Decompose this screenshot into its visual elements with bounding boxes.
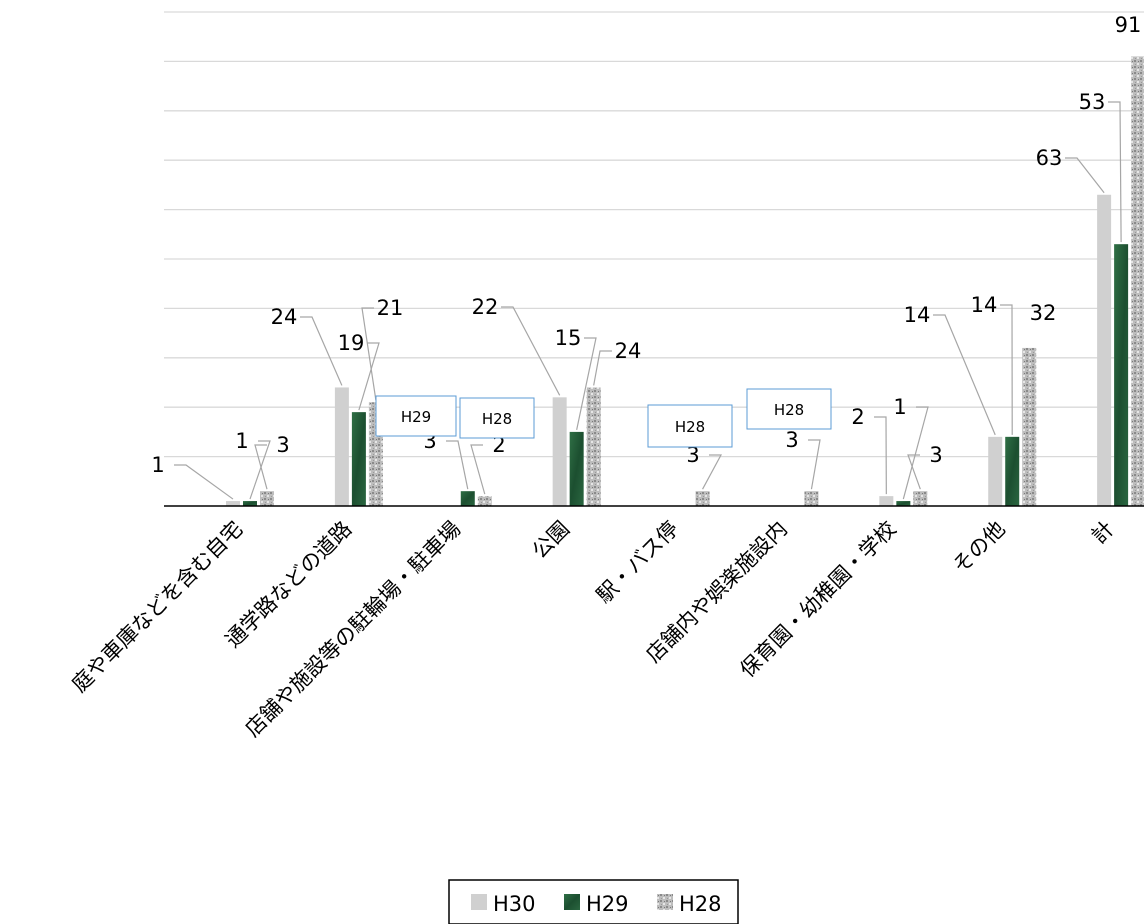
bar-h30-1: [334, 387, 349, 506]
category-label-4: 駅・バス停: [592, 517, 683, 608]
bar-h29-6: [896, 501, 911, 506]
callout-box-3: H28: [746, 388, 832, 430]
bar-h28-0: [260, 491, 274, 506]
legend-frame: [448, 879, 739, 924]
bar-h29-1: [351, 412, 366, 506]
data-label-h28-8: 91: [1115, 13, 1142, 37]
gridlines: [164, 11, 1144, 458]
bar-h30-8: [1097, 194, 1112, 506]
bar-h28-3: [586, 387, 601, 506]
legend-label-h28: H28: [679, 892, 722, 916]
bar-h28-8: [1131, 56, 1144, 507]
category-label-3: 公園: [528, 517, 575, 564]
bar-h28-7: [1022, 347, 1037, 506]
data-label-h30-7: 14: [904, 303, 931, 327]
data-label-h28-0: 3: [276, 433, 289, 457]
bar-h28-5: [804, 491, 819, 506]
callout-box-2: H28: [647, 404, 733, 448]
category-label-7: その他: [948, 517, 1010, 579]
leader-h28-4: [702, 454, 723, 490]
data-label-h29-8: 53: [1079, 90, 1106, 114]
legend-swatch-h28: [657, 894, 673, 910]
callout-frame: [746, 388, 832, 430]
data-label-h29-0: 1: [235, 429, 248, 453]
leader-h29-0: [249, 440, 271, 500]
data-label-h29-1: 19: [338, 331, 365, 355]
leader-h29-1: [358, 342, 380, 411]
category-label-8: 計: [1087, 517, 1119, 549]
legend-swatch-h30: [471, 894, 487, 910]
data-label-h30-0: 1: [151, 453, 164, 477]
legend-label-h30: H30: [493, 892, 536, 916]
leader-h29-7: [1000, 304, 1013, 435]
callout-text: H28: [675, 418, 705, 436]
leader-h30-0: [174, 464, 234, 500]
callout-frame: [375, 395, 457, 437]
leader-h28-0: [254, 444, 268, 490]
data-label-h30-1: 24: [271, 305, 298, 329]
bar-h28-6: [913, 491, 928, 506]
data-label-h30-6: 2: [851, 405, 864, 429]
bar-h29-2: [460, 491, 475, 506]
data-label-h28-3: 24: [615, 339, 642, 363]
callout-box-0: H29: [375, 395, 457, 437]
data-label-h28-1: 21: [377, 296, 404, 320]
leader-h28-3: [593, 350, 612, 386]
leader-h28-2: [470, 444, 486, 495]
leader-h30-6: [874, 416, 887, 495]
legend-label-h29: H29: [586, 892, 629, 916]
bar-h29-7: [1005, 436, 1020, 506]
data-label-h28-2: 2: [492, 433, 505, 457]
data-label-h29-7: 14: [971, 293, 998, 317]
leader-h28-6: [907, 454, 921, 490]
bar-h29-3: [569, 431, 584, 506]
callout-text: H29: [401, 408, 431, 426]
data-label-h29-6: 1: [893, 395, 906, 419]
callout-boxes: H29 H28 H28 H28: [375, 388, 832, 448]
data-label-h30-3: 22: [472, 295, 499, 319]
category-label-0: 庭や車庫などを含む自宅: [67, 517, 247, 697]
data-label-h28-6: 3: [929, 443, 942, 467]
leader-h28-5: [808, 439, 821, 490]
bar-h29-8: [1114, 244, 1129, 506]
data-label-h30-8: 63: [1036, 146, 1063, 170]
bars: [226, 56, 1144, 507]
leader-h29-8: [1108, 101, 1122, 243]
leader-h29-6: [902, 406, 929, 500]
bar-h30-0: [226, 501, 240, 506]
data-label-leaders: [174, 101, 1122, 500]
leader-h30-8: [1065, 157, 1105, 194]
callout-text: H28: [774, 401, 804, 419]
category-label-2: 店舗や施設等の駐輪場・駐車場: [240, 517, 465, 742]
bar-h30-3: [552, 397, 567, 506]
callout-frame: [647, 404, 733, 448]
leader-h30-1: [300, 316, 343, 386]
leader-h29-3: [576, 337, 597, 431]
leader-h29-2: [446, 440, 469, 490]
bar-h28-4: [695, 491, 710, 506]
data-label-h29-3: 15: [555, 326, 582, 350]
bar-h28-2: [477, 496, 492, 506]
leader-h28-1: [361, 307, 377, 401]
data-label-h28-7: 32: [1030, 301, 1057, 325]
leader-h30-3: [501, 306, 561, 396]
data-label-h28-4: 3: [686, 443, 699, 467]
bar-h29-0: [243, 501, 257, 506]
callout-frame: [459, 397, 535, 439]
bar-h30-6: [879, 496, 894, 506]
legend-swatch-h29: [564, 894, 580, 910]
callout-text: H28: [482, 410, 512, 428]
data-label-h28-5: 3: [785, 428, 798, 452]
bar-h30-7: [988, 436, 1003, 506]
legend: H30 H29 H28: [448, 879, 739, 924]
callout-box-1: H28: [459, 397, 535, 439]
leader-h30-7: [933, 314, 996, 436]
